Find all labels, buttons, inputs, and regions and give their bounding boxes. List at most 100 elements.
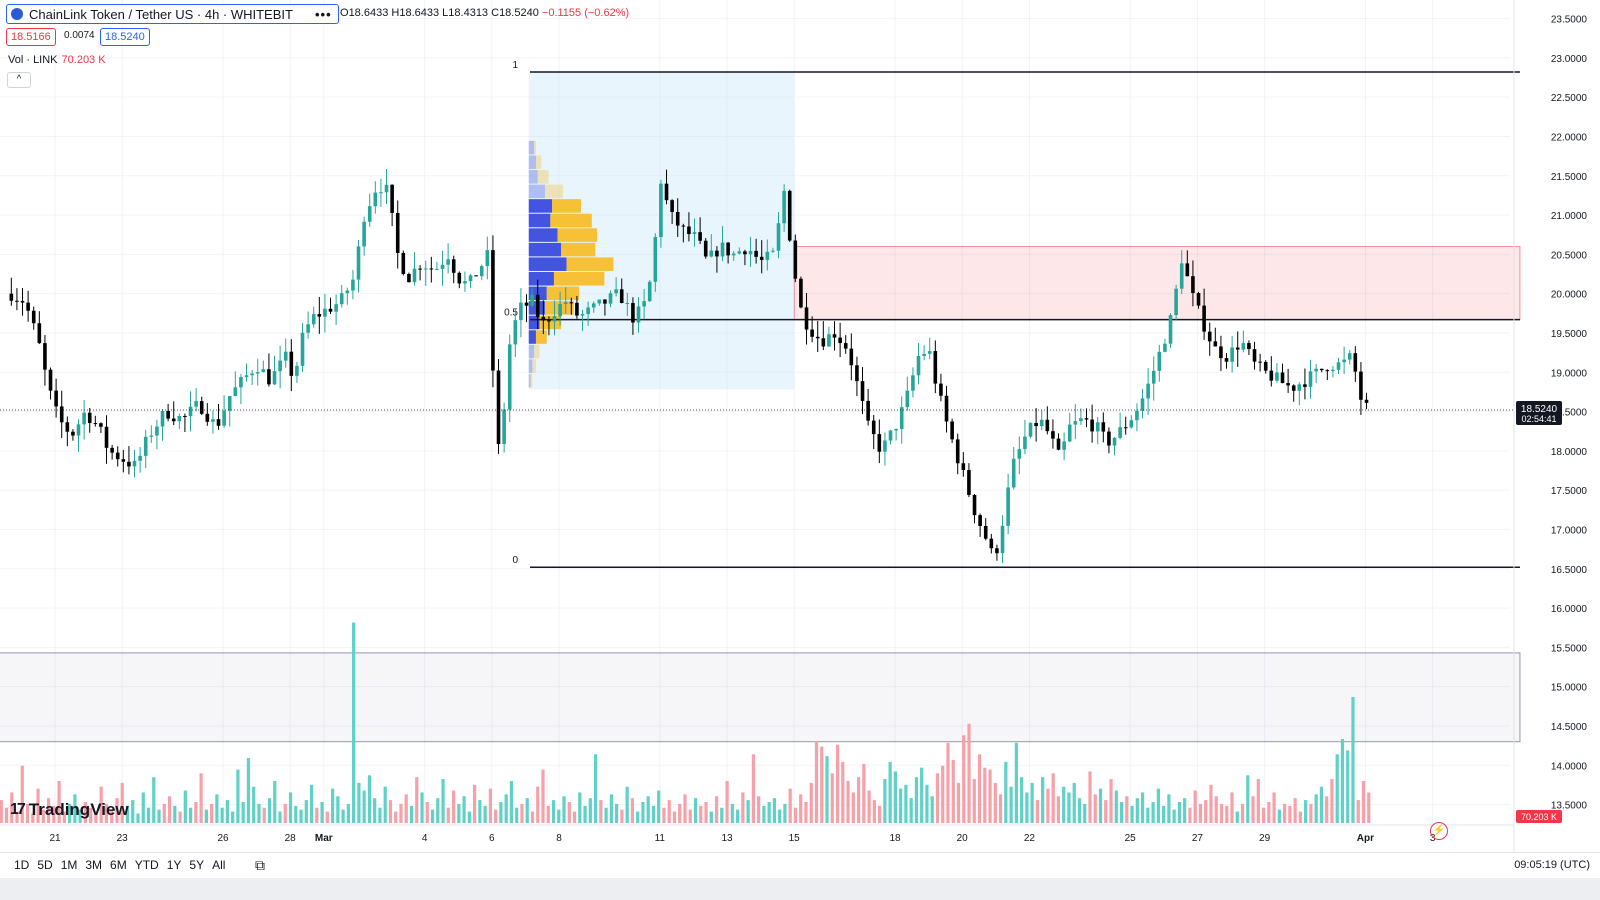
volume-bar: [993, 782, 997, 823]
candle-body: [216, 419, 221, 426]
range-button-3m[interactable]: 3M: [85, 858, 103, 872]
candle-body: [771, 250, 775, 252]
volume-bar: [246, 758, 251, 823]
volume-bar: [1162, 805, 1166, 823]
candle-body: [888, 430, 893, 441]
volume-bar: [1051, 773, 1055, 823]
candle-body: [967, 470, 971, 495]
volume-bar: [441, 779, 445, 823]
sell-price-button[interactable]: 18.5166: [6, 28, 56, 46]
candle-body: [59, 406, 64, 423]
volume-bar: [346, 803, 350, 823]
volume-bar: [1004, 761, 1008, 823]
candle-body: [726, 242, 730, 256]
range-button-1m[interactable]: 1M: [60, 858, 78, 872]
buy-price-button[interactable]: 18.5240: [100, 28, 150, 46]
candle-body: [1297, 384, 1302, 391]
range-button-1y[interactable]: 1Y: [166, 858, 182, 872]
candle-body: [1342, 359, 1346, 363]
volume-profile-bar: [528, 344, 535, 359]
candle-body: [1107, 431, 1111, 446]
candle-body: [1000, 525, 1005, 554]
candle-body: [625, 303, 630, 305]
volume-bar: [630, 798, 635, 823]
volume-bar: [231, 811, 235, 823]
volume-bar: [236, 769, 240, 823]
volume-bar: [583, 805, 587, 823]
volume-bar: [504, 794, 508, 823]
candle-body: [149, 435, 154, 437]
candle-body: [26, 302, 30, 311]
volume-label: Vol · LINK: [8, 54, 58, 66]
volume-bar: [309, 784, 314, 823]
volume-bar: [257, 803, 261, 823]
range-button-1d[interactable]: 1D: [14, 858, 30, 872]
candle-body: [541, 316, 546, 321]
volume-bar: [704, 802, 708, 823]
volume-bar: [557, 809, 561, 823]
range-button-5y[interactable]: 5Y: [189, 858, 205, 872]
flash-icon[interactable]: ⚡: [1430, 822, 1448, 840]
candle-body: [177, 415, 182, 422]
tradingview-logo[interactable]: 17 TradingView: [10, 800, 129, 820]
volume-bar: [1041, 777, 1045, 823]
candle-body: [1336, 362, 1341, 370]
price-tick-label: 23.0000: [1551, 54, 1588, 65]
utc-clock[interactable]: 09:05:19 (UTC): [1514, 859, 1590, 871]
candle-body: [1062, 441, 1066, 450]
volume-bar: [683, 794, 687, 823]
volume-bar: [941, 765, 945, 823]
range-button-5d[interactable]: 5D: [37, 858, 53, 872]
candle-body: [563, 302, 568, 304]
candle-body: [748, 250, 753, 255]
candle-body: [765, 251, 770, 260]
candle-body: [1280, 372, 1285, 384]
range-button-all[interactable]: All: [212, 858, 226, 872]
volume-bar: [1288, 805, 1292, 823]
candle-body: [653, 237, 658, 282]
range-button-6m[interactable]: 6M: [110, 858, 127, 872]
candle-body: [211, 419, 215, 422]
volume-bar: [914, 777, 919, 823]
volume-bar: [741, 792, 745, 823]
volume-legend[interactable]: Vol · LINK 70.203 K: [8, 54, 106, 66]
volume-bar: [878, 805, 882, 823]
volume-bar: [746, 800, 750, 823]
calendar-icon[interactable]: ⧉: [255, 857, 265, 873]
volume-bar: [104, 803, 109, 823]
price-tick-label: 22.5000: [1551, 93, 1588, 104]
volume-bar: [1314, 794, 1318, 823]
ohlc-change: −0.1155 (−0.62%): [541, 7, 630, 19]
volume-bar: [1214, 796, 1218, 823]
candle-body: [1146, 383, 1150, 399]
candle-body: [1039, 419, 1044, 427]
volume-bar: [562, 796, 566, 823]
candle-body: [871, 420, 876, 435]
price-tick-label: 14.0000: [1551, 761, 1588, 772]
volume-bar: [967, 723, 971, 823]
volume-bar: [57, 781, 61, 823]
more-icon[interactable]: •••: [314, 6, 332, 22]
candle-body: [457, 272, 462, 284]
time-tick-label: 28: [285, 833, 297, 844]
range-button-ytd[interactable]: YTD: [134, 858, 159, 872]
candle-body: [731, 253, 736, 256]
volume-bar: [1346, 750, 1350, 823]
collapse-legend-button[interactable]: ^: [7, 72, 31, 88]
volume-bar: [436, 798, 440, 823]
volume-bar: [867, 790, 871, 823]
volume-bar: [15, 811, 19, 823]
candle-body: [832, 334, 837, 338]
symbol-header[interactable]: ChainLink Token / Tether US · 4h · WHITE…: [6, 4, 339, 24]
volume-bar: [62, 811, 66, 823]
volume-bar: [1219, 803, 1224, 823]
candle-body: [715, 250, 719, 257]
volume-bar: [41, 809, 45, 823]
symbol-title: ChainLink Token / Tether US · 4h · WHITE…: [29, 6, 293, 22]
candle-body: [961, 463, 966, 471]
candle-body: [782, 190, 786, 224]
volume-bar: [20, 765, 24, 823]
candle-body: [367, 206, 372, 222]
volume-bar: [162, 803, 166, 823]
